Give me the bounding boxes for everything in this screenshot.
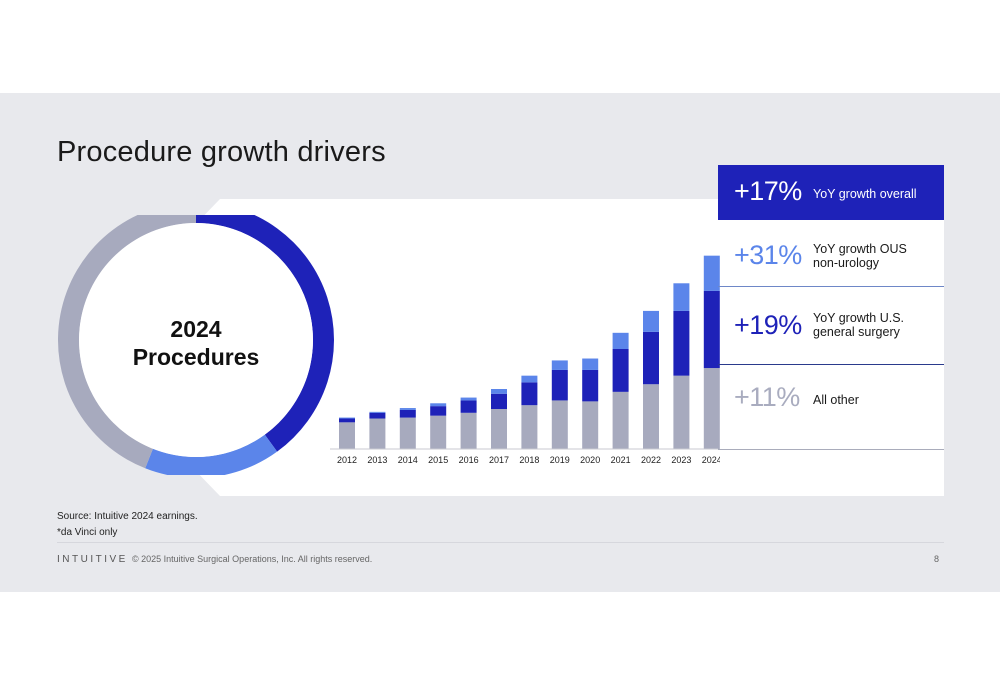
x-tick-label: 2015 — [428, 455, 448, 465]
bar-2019-series-1 — [551, 369, 568, 401]
footnote-line: *da Vinci only — [57, 527, 118, 538]
donut-slice-ous-non-urology — [145, 434, 278, 475]
bar-2020-series-2 — [582, 358, 599, 370]
bar-2013-series-0 — [369, 418, 386, 449]
stat-other-pct: +11% — [734, 382, 800, 412]
stat-other-line1: All other — [813, 393, 859, 407]
stacked-bar-chart: 2012 2013 2014 2015 2016 2017 2018 2019 2020 2021… — [330, 255, 720, 465]
stat-ous-line1: YoY growth OUS — [813, 242, 907, 256]
x-tick-label: 2014 — [398, 455, 418, 465]
bar-2022-series-2 — [643, 310, 659, 332]
footer-divider — [57, 542, 944, 543]
donut-center-label: 2024 Procedures — [96, 315, 296, 371]
bar-2014-series-2 — [399, 408, 416, 410]
bar-2023-series-0 — [673, 375, 690, 449]
stat-gs-line2: general surgery — [813, 325, 900, 339]
donut-slice-u-s-general-surgery — [196, 215, 334, 452]
bar-2021-series-1 — [612, 349, 629, 392]
bar-2024-series-2 — [703, 255, 720, 291]
x-tick-label: 2024 — [702, 455, 720, 465]
x-tick-label: 2020 — [580, 455, 600, 465]
bar-2014-series-1 — [399, 409, 416, 418]
donut-center-text: Procedures — [132, 344, 260, 370]
bar-2023-series-2 — [673, 283, 690, 311]
bar-2024-series-0 — [703, 368, 720, 449]
bar-2018-series-2 — [521, 375, 538, 383]
stat-ous-line2: non-urology — [813, 256, 880, 270]
x-tick-label: 2013 — [367, 455, 387, 465]
x-tick-label: 2022 — [641, 455, 661, 465]
source-note: Source: Intuitive 2024 earnings. *da Vin… — [57, 509, 198, 541]
stat-gs-label: YoY growth U.S. general surgery — [813, 311, 904, 339]
x-tick-label: 2012 — [337, 455, 357, 465]
donut-hole — [79, 223, 313, 457]
bar-2015-series-2 — [430, 403, 447, 407]
slide: Procedure growth drivers 2024 Procedures… — [0, 93, 1000, 592]
bar-2022-series-0 — [643, 384, 659, 449]
bar-2012-series-1 — [339, 418, 355, 423]
page-number: 8 — [934, 554, 940, 564]
bar-2023-series-1 — [673, 310, 690, 376]
bar-2020-series-1 — [582, 369, 599, 402]
source-line: Source: Intuitive 2024 earnings. — [57, 511, 198, 522]
stat-ous-non-urology: +31% YoY growth OUS non-urology — [718, 236, 944, 287]
stat-ous-label: YoY growth OUS non-urology — [813, 242, 907, 270]
bar-2013-series-2 — [369, 411, 386, 413]
bar-2012-series-0 — [339, 422, 355, 449]
bar-2012-series-2 — [339, 417, 355, 419]
stat-overall-label: YoY growth overall — [813, 187, 917, 201]
stat-overall: +17% YoY growth overall — [718, 165, 944, 220]
bar-2020-series-0 — [582, 401, 599, 449]
bar-2014-series-0 — [399, 417, 416, 449]
bar-2017-series-1 — [491, 393, 507, 409]
page-title: Procedure growth drivers — [57, 136, 386, 168]
donut-center-year: 2024 — [170, 316, 222, 342]
stat-all-other: +11% All other — [718, 376, 944, 450]
bar-2015-series-0 — [430, 415, 447, 449]
donut-slice-all-other — [58, 215, 196, 469]
donut-chart — [58, 215, 334, 475]
x-tick-label: 2018 — [519, 455, 539, 465]
stat-ous-pct: +31% — [734, 240, 802, 270]
copyright-text: © 2025 Intuitive Surgical Operations, In… — [132, 554, 373, 564]
stat-overall-line1: YoY growth overall — [813, 187, 917, 201]
x-tick-label: 2023 — [671, 455, 691, 465]
bar-2021-series-2 — [612, 332, 629, 349]
bar-2016-series-2 — [460, 397, 477, 401]
bar-2018-series-1 — [521, 382, 538, 406]
bar-2024-series-1 — [703, 290, 720, 369]
x-tick-label: 2021 — [611, 455, 631, 465]
bar-2016-series-1 — [460, 400, 477, 413]
x-tick-label: 2016 — [459, 455, 479, 465]
x-tick-label: 2017 — [489, 455, 509, 465]
bar-2018-series-0 — [521, 405, 538, 449]
bar-2015-series-1 — [430, 406, 447, 416]
bar-2021-series-0 — [612, 391, 629, 449]
stat-other-label: All other — [813, 393, 859, 407]
bar-2022-series-1 — [643, 331, 659, 385]
bar-2016-series-0 — [460, 412, 477, 449]
bar-2019-series-2 — [551, 360, 568, 370]
intuitive-logo: INTUITIVE — [57, 554, 128, 565]
stat-gs-pct: +19% — [734, 310, 802, 340]
stat-overall-pct: +17% — [734, 176, 802, 206]
bar-2017-series-2 — [491, 389, 507, 394]
x-tick-label: 2019 — [550, 455, 570, 465]
stat-gs-line1: YoY growth U.S. — [813, 311, 905, 325]
bar-2017-series-0 — [491, 409, 507, 449]
bar-2013-series-1 — [369, 412, 386, 419]
bar-2019-series-0 — [551, 400, 568, 449]
stat-us-general-surgery: +19% YoY growth U.S. general surgery — [718, 298, 944, 365]
